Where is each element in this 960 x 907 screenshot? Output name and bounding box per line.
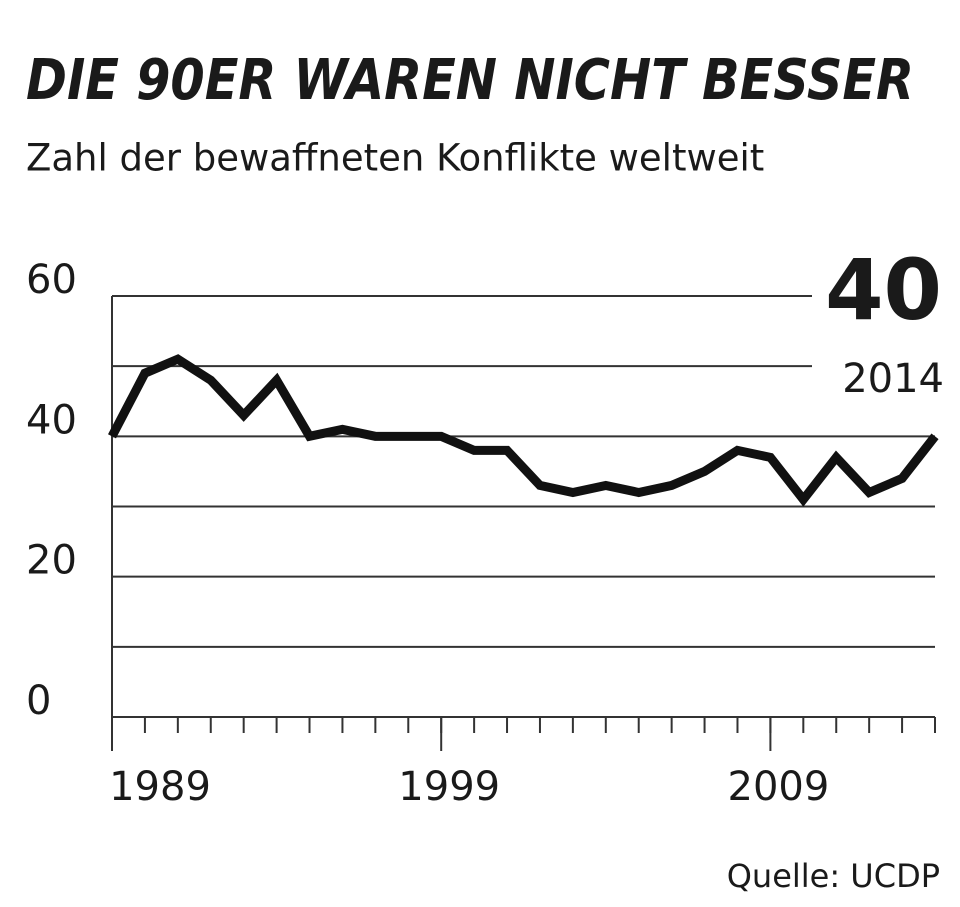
chart-title: DIE 90ER WAREN NICHT BESSER xyxy=(26,48,914,113)
y-tick-label: 20 xyxy=(26,538,77,584)
highlight-value: 40 xyxy=(825,241,942,339)
source: Quelle: UCDP xyxy=(727,857,940,895)
chart-subtitle: Zahl der bewaffneten Konflikte weltweit xyxy=(26,137,764,180)
y-tick-label: 40 xyxy=(26,397,77,443)
y-tick-label: 0 xyxy=(26,678,51,724)
data-line xyxy=(108,354,939,507)
x-tick-label: 1989 xyxy=(109,764,211,810)
x-tick-label: 2009 xyxy=(728,764,830,810)
x-tick-label: 1999 xyxy=(398,764,500,810)
y-tick-label: 60 xyxy=(26,257,77,303)
highlight-label: 2014 xyxy=(842,356,944,402)
